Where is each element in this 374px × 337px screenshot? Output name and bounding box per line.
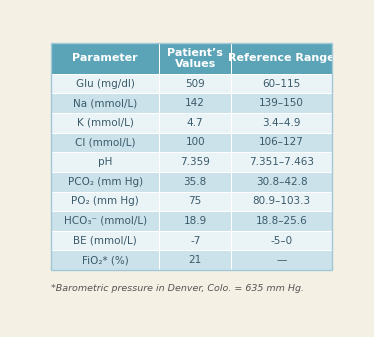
Text: Reference Range: Reference Range [229,53,335,63]
Text: 3.4–4.9: 3.4–4.9 [263,118,301,128]
Text: 142: 142 [185,98,205,108]
Text: Patient’s
Values: Patient’s Values [167,48,223,69]
Text: 4.7: 4.7 [187,118,203,128]
Text: HCO₃⁻ (mmol/L): HCO₃⁻ (mmol/L) [64,216,147,226]
Text: *Barometric pressure in Denver, Colo. = 635 mm Hg.: *Barometric pressure in Denver, Colo. = … [51,284,304,293]
Text: 7.351–7.463: 7.351–7.463 [249,157,314,167]
Text: Cl (mmol/L): Cl (mmol/L) [75,137,135,147]
Bar [159,93,231,113]
Bar [159,132,231,152]
Bar [159,250,231,270]
Bar [231,172,332,191]
Bar [51,231,159,250]
Text: -5–0: -5–0 [270,236,293,246]
Bar [51,93,159,113]
Bar [159,74,231,93]
Text: 75: 75 [188,196,202,206]
Text: —: — [276,255,287,265]
Bar [51,113,159,132]
Bar [159,172,231,191]
Text: K (mmol/L): K (mmol/L) [77,118,134,128]
Text: Glu (mg/dl): Glu (mg/dl) [76,79,135,89]
Bar [159,191,231,211]
Text: 80.9–103.3: 80.9–103.3 [252,196,311,206]
Text: BE (mmol/L): BE (mmol/L) [73,236,137,246]
Bar [231,43,332,74]
Text: pH: pH [98,157,113,167]
Text: 18.8–25.6: 18.8–25.6 [256,216,307,226]
Bar [231,191,332,211]
Bar [231,231,332,250]
Bar [51,132,159,152]
Bar [51,250,159,270]
Bar [51,191,159,211]
Text: -7: -7 [190,236,200,246]
Bar [231,93,332,113]
Bar [51,74,159,93]
Text: 7.359: 7.359 [180,157,210,167]
Bar [159,43,231,74]
Text: 509: 509 [185,79,205,89]
Text: 35.8: 35.8 [184,177,207,187]
Bar [51,152,159,172]
Bar [231,211,332,231]
Bar [231,74,332,93]
Bar [231,132,332,152]
Text: 106–127: 106–127 [259,137,304,147]
Bar [51,172,159,191]
Text: PCO₂ (mm Hg): PCO₂ (mm Hg) [68,177,143,187]
Bar [159,113,231,132]
Text: FiO₂* (%): FiO₂* (%) [82,255,129,265]
Text: PO₂ (mm Hg): PO₂ (mm Hg) [71,196,139,206]
Bar [231,250,332,270]
Text: Na (mmol/L): Na (mmol/L) [73,98,137,108]
Text: 21: 21 [188,255,202,265]
Text: Parameter: Parameter [73,53,138,63]
Text: 18.9: 18.9 [184,216,207,226]
Bar [51,211,159,231]
Bar [51,43,159,74]
Bar [159,211,231,231]
Text: 30.8–42.8: 30.8–42.8 [256,177,307,187]
Text: 60–115: 60–115 [263,79,301,89]
Text: 139–150: 139–150 [259,98,304,108]
Text: 100: 100 [186,137,205,147]
Bar [231,152,332,172]
Bar [231,113,332,132]
Bar [159,152,231,172]
Bar [159,231,231,250]
Bar [51,43,332,270]
